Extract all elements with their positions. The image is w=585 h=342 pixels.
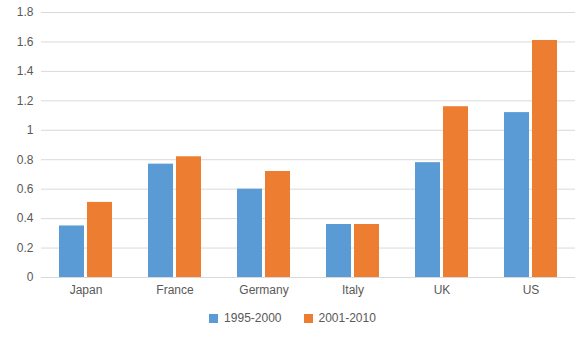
svg-text:1.6: 1.6 — [17, 35, 34, 49]
html-text:1995-2000: 1995-2000 — [224, 311, 282, 325]
svg-text:0.6: 0.6 — [17, 182, 34, 196]
html-text:2001-2010: 2001-2010 — [318, 311, 376, 325]
svg-text:Germany: Germany — [239, 283, 288, 297]
svg-text:0.8: 0.8 — [17, 153, 34, 167]
svg-text:Italy: Italy — [342, 283, 364, 297]
svg-text:1.8: 1.8 — [17, 5, 34, 19]
svg-text:0.2: 0.2 — [17, 241, 34, 255]
svg-text:France: France — [156, 283, 194, 297]
svg-text:1.2: 1.2 — [17, 94, 34, 108]
svg-text:Japan: Japan — [70, 283, 103, 297]
svg-text:0.4: 0.4 — [17, 211, 34, 225]
svg-text:1: 1 — [27, 123, 34, 137]
svg-text:1.4: 1.4 — [17, 64, 34, 78]
svg-text:US: US — [523, 283, 540, 297]
svg-text:UK: UK — [434, 283, 451, 297]
svg-text:0: 0 — [27, 270, 34, 284]
